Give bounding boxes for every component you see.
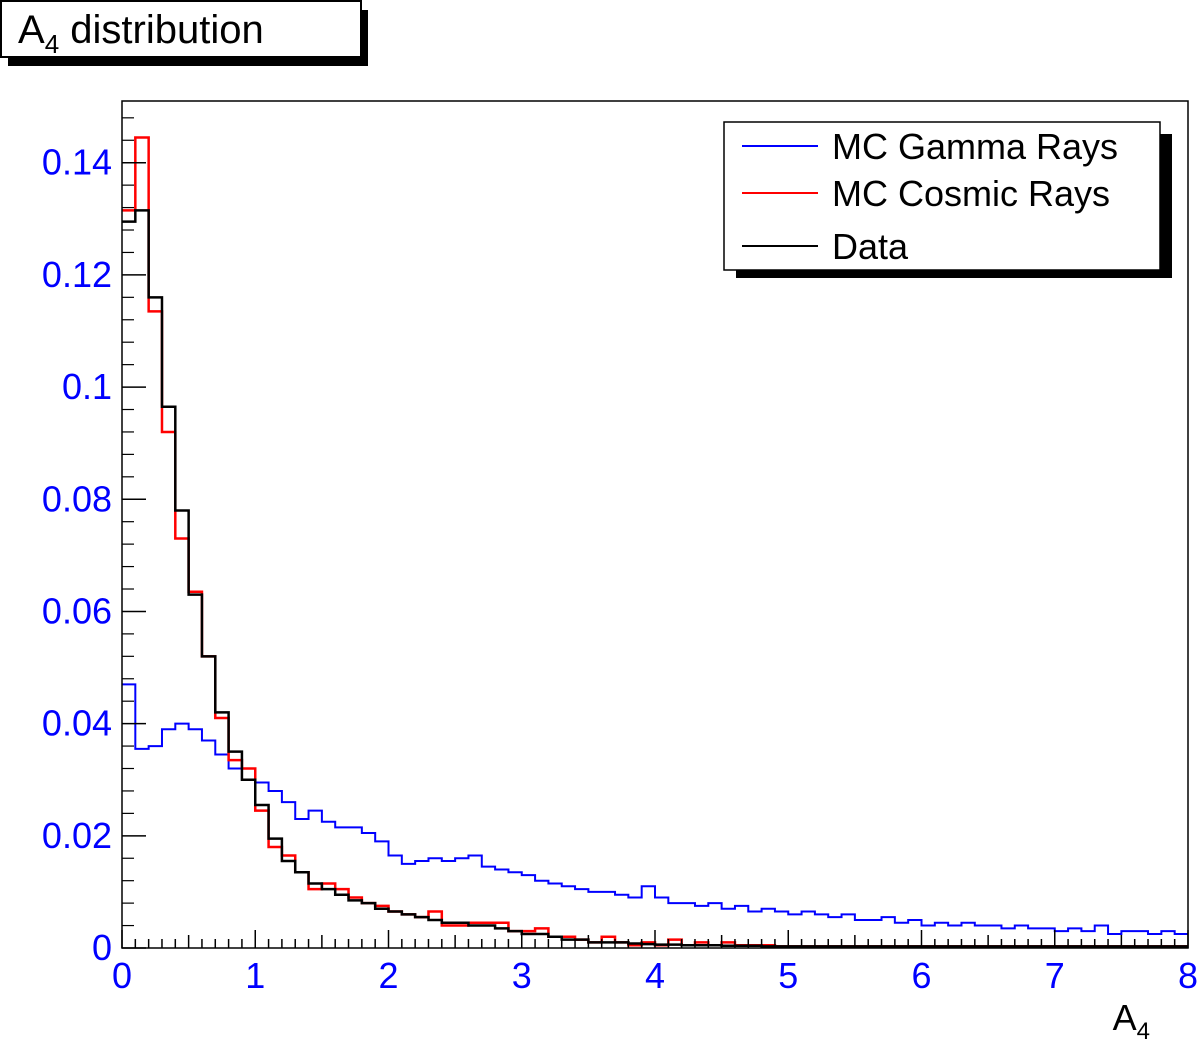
histogram-line: [122, 209, 1188, 948]
y-tick-label: 0.12: [42, 254, 112, 295]
axes-layer: 0 1 2 3 4 5 6 7 8 0 0.02 0.04 0.06 0.08 0.1 0.12 0.14: [42, 100, 1198, 996]
y-tick-label: 0.02: [42, 815, 112, 856]
x-tick-label: 7: [1045, 955, 1065, 996]
y-tick-label: 0.08: [42, 478, 112, 519]
legend-label: MC Gamma Rays: [832, 126, 1118, 167]
chart-title-rest: distribution: [59, 8, 264, 52]
x-tick-label: 4: [645, 955, 665, 996]
y-tick-label: 0: [92, 927, 112, 968]
legend: MC Gamma Rays MC Cosmic Rays Data: [723, 121, 1172, 278]
chart-title-main: A: [18, 8, 45, 52]
y-tick-label: 0.1: [62, 366, 112, 407]
y-tick-label: 0.14: [42, 142, 112, 183]
legend-entry: MC Cosmic Rays: [742, 173, 1110, 214]
y-tick-label: 0.04: [42, 703, 112, 744]
chart-title-box: A4 distribution: [0, 0, 368, 66]
legend-label: MC Cosmic Rays: [832, 173, 1110, 214]
x-axis-label-subscript: 4: [1137, 1018, 1150, 1039]
x-tick-label: 2: [378, 955, 398, 996]
x-tick-label: 8: [1178, 955, 1198, 996]
x-tick-label: 3: [512, 955, 532, 996]
series-data: [122, 209, 1188, 948]
legend-label: Data: [832, 226, 909, 267]
legend-entry: Data: [742, 226, 909, 267]
x-tick-label: 1: [245, 955, 265, 996]
x-tick-label: 6: [911, 955, 931, 996]
x-tick-label: 0: [112, 955, 132, 996]
histogram-layer: [122, 136, 1188, 948]
chart-title-subscript: 4: [45, 29, 59, 59]
legend-entry: MC Gamma Rays: [742, 126, 1118, 167]
chart-title: A4 distribution: [18, 8, 264, 59]
x-axis-label-main: A: [1113, 997, 1137, 1038]
x-tick-label: 5: [778, 955, 798, 996]
y-tick-label: 0.06: [42, 590, 112, 631]
histogram-line: [122, 683, 1188, 935]
x-axis-label: A4: [1113, 997, 1150, 1039]
title-box-frame: [0, 0, 362, 58]
series-mc-gamma-rays: [122, 683, 1188, 935]
